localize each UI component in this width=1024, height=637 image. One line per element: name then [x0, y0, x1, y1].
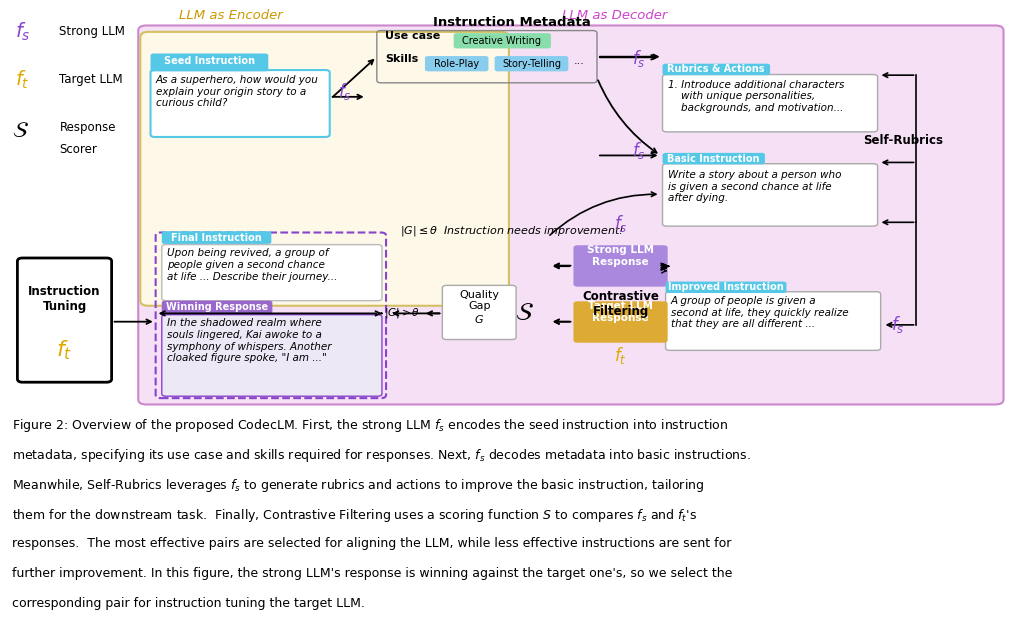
Text: $f_t$: $f_t$ [614, 345, 627, 366]
FancyBboxPatch shape [666, 282, 786, 293]
Text: Use case: Use case [385, 31, 440, 41]
Text: $|G| > \theta$: $|G| > \theta$ [384, 306, 421, 320]
Text: Winning Response: Winning Response [166, 302, 268, 312]
Text: Skills: Skills [385, 54, 418, 64]
Text: further improvement. In this figure, the strong LLM's response is winning agains: further improvement. In this figure, the… [12, 567, 732, 580]
Text: Improved Instruction: Improved Instruction [668, 282, 784, 292]
FancyBboxPatch shape [151, 70, 330, 137]
Text: Scorer: Scorer [59, 143, 97, 156]
Text: Strong LLM: Strong LLM [59, 25, 125, 38]
Text: Upon being revived, a group of
people given a second chance
at life ... Describe: Upon being revived, a group of people gi… [167, 248, 337, 282]
Text: Quality
Gap
$G$: Quality Gap $G$ [459, 290, 500, 326]
Text: Target LLM
Response: Target LLM Response [588, 301, 653, 323]
Text: Contrastive
Filtering: Contrastive Filtering [582, 290, 659, 318]
Text: Instruction
Tuning: Instruction Tuning [29, 285, 100, 313]
Text: Rubrics & Actions: Rubrics & Actions [667, 64, 765, 75]
Text: $f_t$: $f_t$ [56, 338, 73, 362]
FancyBboxPatch shape [425, 56, 488, 71]
Text: $\mathcal{S}$: $\mathcal{S}$ [515, 302, 534, 325]
FancyBboxPatch shape [162, 301, 272, 313]
FancyBboxPatch shape [663, 64, 770, 75]
Text: $f_s$: $f_s$ [632, 48, 646, 69]
Text: $f_s$: $f_s$ [613, 213, 628, 234]
Text: As a superhero, how would you
explain your origin story to a
curious child?: As a superhero, how would you explain yo… [156, 75, 318, 108]
FancyBboxPatch shape [138, 25, 1004, 404]
Text: $\mathcal{S}$: $\mathcal{S}$ [12, 120, 29, 141]
FancyBboxPatch shape [573, 245, 668, 287]
Text: $|G| \leq \theta$  Instruction needs improvement!: $|G| \leq \theta$ Instruction needs impr… [399, 224, 625, 238]
FancyBboxPatch shape [663, 153, 765, 164]
FancyBboxPatch shape [666, 292, 881, 350]
Text: $f_s$: $f_s$ [632, 140, 646, 161]
FancyBboxPatch shape [162, 231, 271, 244]
FancyBboxPatch shape [663, 75, 878, 132]
Text: Figure 2: Overview of the proposed CodecLM. First, the strong LLM $f_s$ encodes : Figure 2: Overview of the proposed Codec… [12, 417, 728, 434]
Text: Basic Instruction: Basic Instruction [668, 154, 760, 164]
FancyBboxPatch shape [663, 164, 878, 226]
Text: In the shadowed realm where
souls lingered, Kai awoke to a
symphony of whispers.: In the shadowed realm where souls linger… [167, 318, 332, 363]
FancyBboxPatch shape [140, 32, 509, 306]
FancyBboxPatch shape [151, 54, 268, 71]
Text: Target LLM: Target LLM [59, 73, 123, 86]
Text: corresponding pair for instruction tuning the target LLM.: corresponding pair for instruction tunin… [12, 597, 366, 610]
Text: $f_s$: $f_s$ [891, 315, 905, 335]
Text: Strong LLM
Response: Strong LLM Response [587, 245, 654, 267]
FancyBboxPatch shape [442, 285, 516, 340]
Text: $f_s$: $f_s$ [338, 82, 352, 102]
FancyBboxPatch shape [454, 33, 551, 48]
FancyBboxPatch shape [495, 56, 568, 71]
Text: Creative Writing: Creative Writing [462, 36, 542, 46]
Text: LLM as Decoder: LLM as Decoder [562, 10, 667, 22]
Text: Response: Response [59, 121, 116, 134]
FancyBboxPatch shape [17, 258, 112, 382]
Text: Instruction Metadata: Instruction Metadata [433, 16, 591, 29]
Text: Final Instruction: Final Instruction [171, 233, 261, 243]
Text: $f_s$: $f_s$ [15, 20, 31, 43]
Text: 1. Introduce additional characters
    with unique personalities,
    background: 1. Introduce additional characters with … [668, 80, 844, 113]
Text: Story-Telling: Story-Telling [502, 59, 561, 69]
Text: A group of people is given a
second at life, they quickly realize
that they are : A group of people is given a second at l… [671, 296, 848, 329]
FancyBboxPatch shape [162, 315, 382, 396]
FancyBboxPatch shape [573, 301, 668, 343]
Text: Meanwhile, Self-Rubrics leverages $f_s$ to generate rubrics and actions to impro: Meanwhile, Self-Rubrics leverages $f_s$ … [12, 477, 705, 494]
Text: Write a story about a person who
is given a second chance at life
after dying.: Write a story about a person who is give… [668, 170, 841, 203]
Text: LLM as Encoder: LLM as Encoder [178, 10, 283, 22]
Text: Role-Play: Role-Play [434, 59, 479, 69]
Text: Seed Instruction: Seed Instruction [165, 56, 255, 66]
Text: responses.  The most effective pairs are selected for aligning the LLM, while le: responses. The most effective pairs are … [12, 537, 732, 550]
Text: them for the downstream task.  Finally, Contrastive Filtering uses a scoring fun: them for the downstream task. Finally, C… [12, 507, 697, 524]
Text: Self-Rubrics: Self-Rubrics [863, 134, 943, 147]
Text: metadata, specifying its use case and skills required for responses. Next, $f_s$: metadata, specifying its use case and sk… [12, 447, 752, 464]
Text: $f_t$: $f_t$ [15, 68, 30, 91]
Text: ···: ··· [573, 59, 585, 69]
FancyBboxPatch shape [162, 245, 382, 301]
